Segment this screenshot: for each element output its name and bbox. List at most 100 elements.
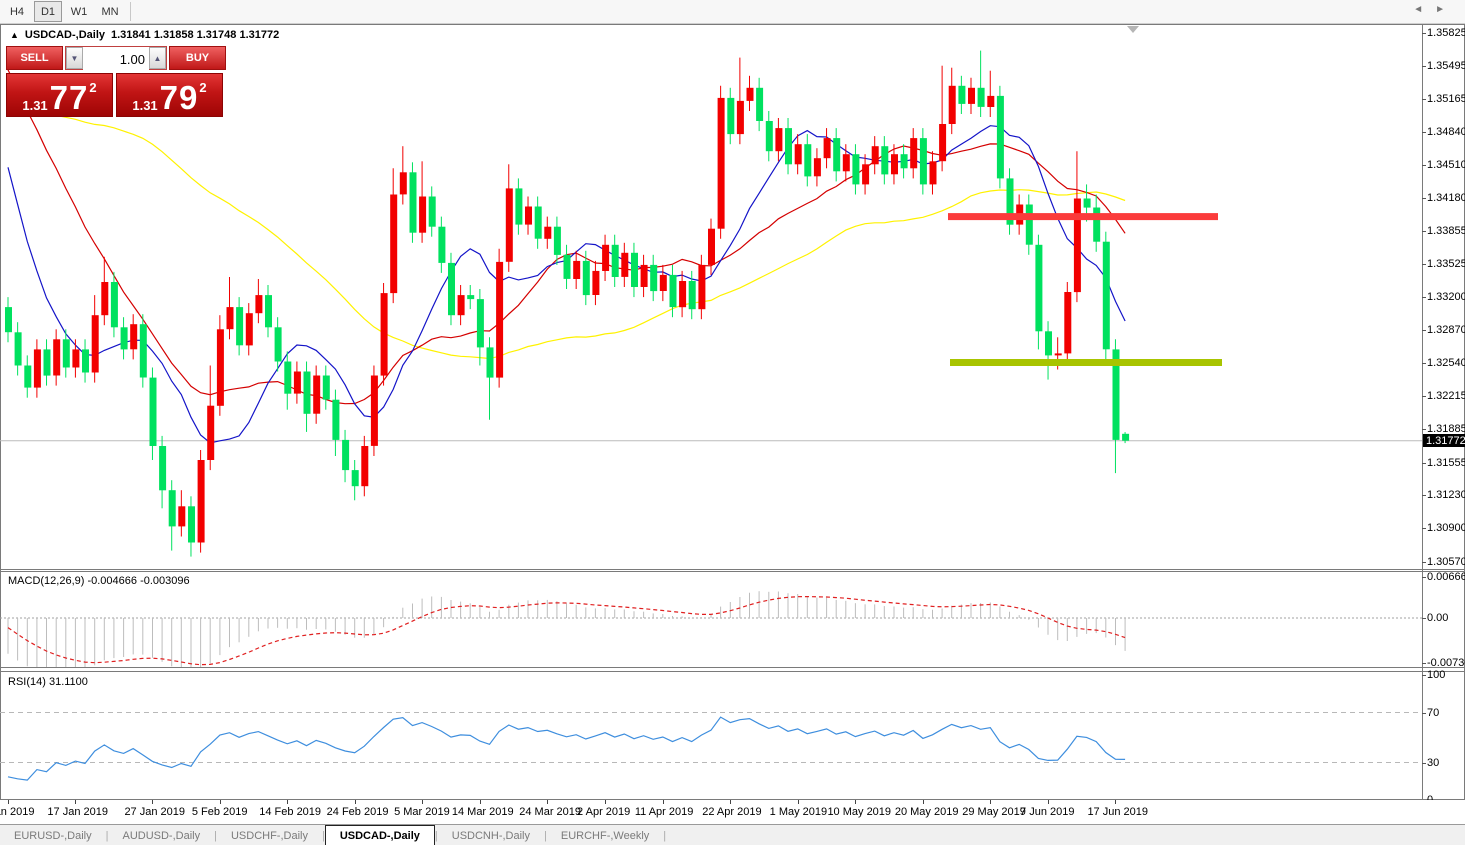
date-tick [422,800,424,804]
date-tick [922,800,924,804]
price-chart[interactable] [0,25,1422,569]
candle-body [159,446,167,491]
candle-body [804,144,812,177]
trade-panel-collapse-icon[interactable]: ▲ [10,30,19,40]
candle-body [265,295,272,328]
macd-pane-top-border [0,571,1465,572]
candle-body [255,295,263,314]
timeframe-button-mn[interactable]: MN [101,5,119,18]
chart-tab-audusd[interactable]: AUDUSD-,Daily [122,829,201,842]
tab-separator: | [434,829,438,842]
rsi-indicator-pane[interactable] [0,672,1422,799]
candle-body [727,97,735,135]
candle-body [24,365,32,388]
chart-tab-eurusd[interactable]: EURUSD-,Daily [14,829,92,842]
price-tick-label: 1.33855 [1427,225,1465,238]
candle-body [1054,353,1062,356]
candle-body [525,206,532,225]
date-tick [8,800,9,804]
candle-body [1112,349,1120,440]
chart-tab-usdchf[interactable]: USDCHF-,Daily [230,829,308,842]
price-tick-label: 1.33525 [1427,258,1465,271]
sell-price-box[interactable]: 1.31 77 2 [6,73,113,117]
tab-scroll-right-icon[interactable]: ► [1435,4,1457,15]
buy-button[interactable]: BUY [169,46,226,70]
sell-button[interactable]: SELL [6,46,63,70]
ohlc-values: 1.31841 1.31858 1.31748 1.31772 [111,29,280,41]
candle-body [399,172,407,195]
candle-body [852,154,860,185]
candle-body [1025,204,1033,245]
candle-body [390,194,398,294]
candle-body [862,164,870,185]
price-tick-label: 1.35495 [1427,60,1465,73]
candle-body [130,324,138,350]
candle-body [891,154,898,175]
price-tick-label: 1.30570 [1427,555,1465,568]
macd-signal-line [7,595,1126,666]
candle-body [592,270,600,295]
candle-body [178,506,186,527]
volume-decrease-button[interactable]: ▼ [66,47,83,69]
tab-scroll-arrows[interactable]: ◄► [1413,4,1457,15]
candle-body [168,490,176,527]
main-pane-bottom-border [0,569,1465,570]
price-tick-label: 1.32215 [1427,390,1465,403]
candle-body [573,260,581,279]
buy-price-box[interactable]: 1.31 79 2 [116,73,223,117]
candle-body [101,282,109,316]
candle-body [553,226,561,255]
chart-tab-eurchf[interactable]: EURCHF-,Weekly [560,829,650,842]
date-tick [287,800,289,804]
macd-indicator-pane[interactable] [0,572,1422,667]
candle-body [621,252,629,277]
candle-body [505,188,513,262]
axis-tick [1422,495,1426,497]
candle-body [120,327,128,350]
support-level-line[interactable] [950,359,1222,366]
date-label: 17 Jan 2019 [47,806,108,818]
candle-body [987,95,995,107]
candle-body [1093,207,1101,242]
one-click-trade-panel: SELL ▼ ▲ BUY 1.31 77 2 1.31 79 2 [6,46,226,117]
timeframe-button-d1[interactable]: D1 [34,1,62,22]
candle-body [881,146,889,175]
timeframe-button-w1[interactable]: W1 [70,5,88,18]
candle-body [544,226,552,239]
candle-body [968,87,975,104]
resistance-level-line[interactable] [948,213,1218,221]
left-border [0,24,1,800]
volume-input[interactable] [83,47,149,71]
candle-body [958,85,966,104]
candle-body [486,347,494,378]
candle-body [293,371,301,394]
chart-tab-usdcad[interactable]: USDCAD-,Daily [324,825,435,845]
candle-body [746,87,754,101]
date-label: 8 Jan 2019 [0,806,35,818]
candle-body [43,349,51,376]
macd-tick-label: 0.006667 [1427,571,1465,583]
volume-increase-button[interactable]: ▲ [149,47,166,69]
chart-shift-marker-icon[interactable] [1127,26,1139,33]
chart-tabs-bar: EURUSD-,Daily | AUDUSD-,Daily | USDCHF-,Dail… [0,824,1465,845]
axis-tick [1422,132,1426,134]
chart-tab-usdcnh[interactable]: USDCNH-,Daily [451,829,530,842]
axis-tick [1422,66,1426,68]
buy-price-pip: 2 [199,80,207,95]
candle-body [659,274,667,291]
candle-body [448,262,455,316]
axis-tick [1422,662,1426,664]
price-tick-label: 1.35165 [1427,93,1465,106]
date-label: 5 Feb 2019 [191,806,248,818]
candle-body [1064,292,1072,354]
timeframe-button-h4[interactable]: H4 [9,5,25,18]
tab-scroll-left-icon[interactable]: ◄ [1413,4,1436,15]
candle-body [765,121,773,152]
candle-body [62,339,70,368]
candle-body [361,446,369,487]
timeframe-toolbar: H4 D1 W1 MN [0,0,1465,24]
candle-body [226,307,234,330]
buy-price-prefix: 1.31 [132,98,158,113]
axis-tick [1422,577,1426,578]
axis-tick [1422,561,1426,563]
